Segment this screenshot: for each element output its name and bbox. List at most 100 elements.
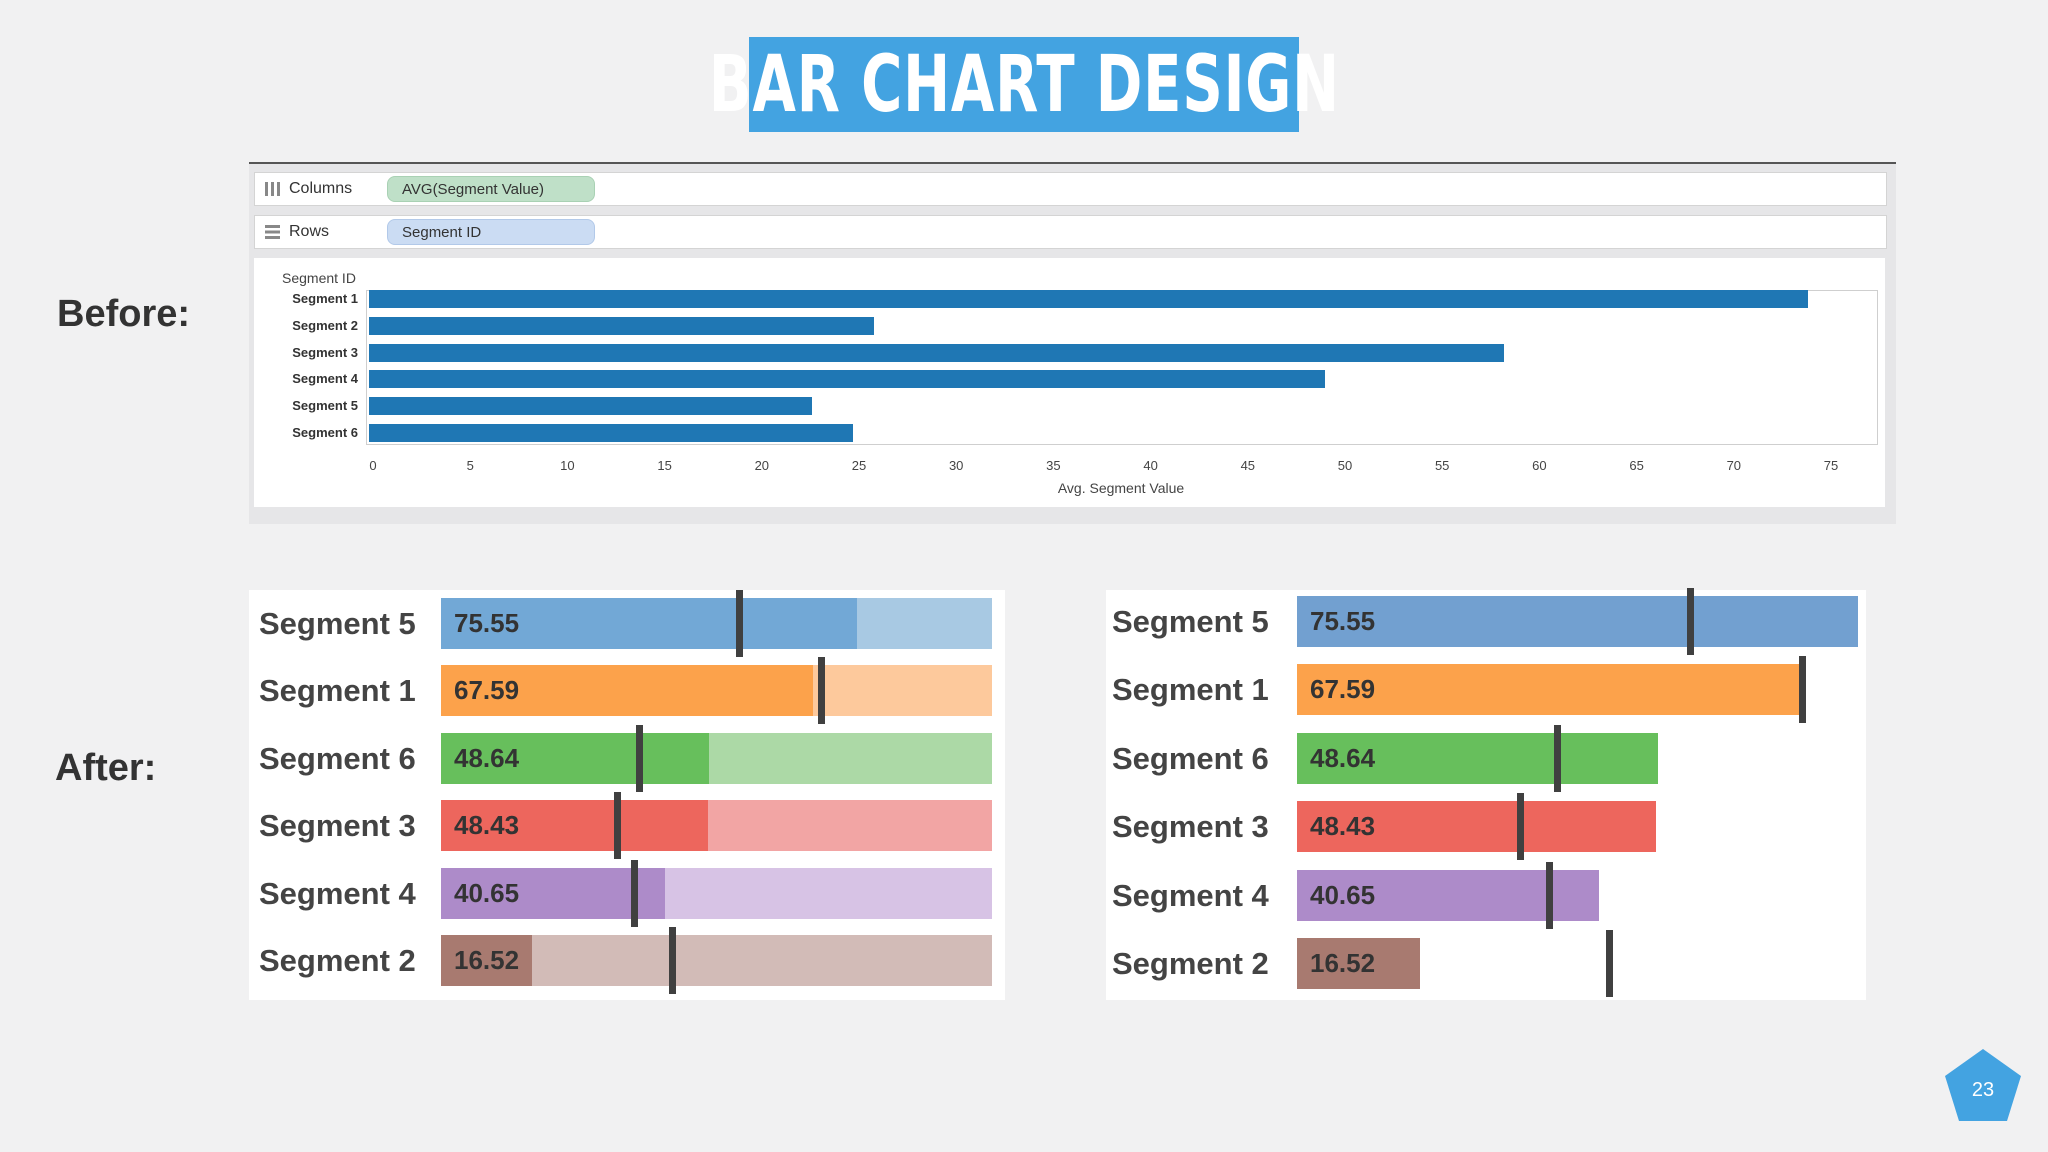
after-bullet-chart: Segment 5 75.55 Segment 1 67.59 Segment 6 48.… [249,590,1005,1000]
category-label: Segment 1 [259,673,416,709]
rows-icon [265,225,280,239]
target-marker [1516,793,1524,861]
value-label: 48.64 [454,742,520,773]
bar-track: 48.43 [441,800,992,852]
category-label: Segment 6 [1112,740,1269,776]
x-axis-title: Avg. Segment Value [1057,480,1185,496]
bar [441,665,814,717]
target-marker [1553,724,1561,792]
before-panel: Columns AVG(Segment Value) Rows Segment … [249,162,1896,524]
bar [1297,596,1858,647]
plot-frame [366,290,1878,445]
bar-track: 75.55 [441,598,992,649]
title-banner: BAR CHART DESIGN [709,37,1339,132]
bar [369,316,875,335]
x-tick-label: 70 [1726,458,1742,473]
rows-shelf[interactable]: Rows Segment ID [254,215,1887,249]
bar-track: 16.52 [441,935,992,986]
target-marker [818,657,826,725]
value-label: 67.59 [1310,674,1376,705]
x-tick-label: 5 [466,458,474,473]
x-tick-label: 20 [754,458,770,473]
x-tick-label: 60 [1532,458,1547,473]
target-marker [735,590,743,657]
x-tick-label: 40 [1143,458,1158,473]
bar [441,867,665,919]
x-tick-label: 55 [1434,458,1450,473]
category-label: Segment 4 [259,875,416,911]
target-marker [1798,656,1806,724]
bar [1297,732,1658,784]
x-tick-label: 15 [657,458,672,473]
target-marker [636,724,644,792]
x-tick-label: 45 [1240,458,1256,473]
category-label: Segment 1 [292,291,358,306]
columns-shelf[interactable]: Columns AVG(Segment Value) [254,172,1887,206]
bar [369,370,1326,389]
category-label: Segment 3 [292,344,358,360]
target-marker [1546,861,1554,929]
after-target-chart: Segment 5 75.55 Segment 1 67.59 Segment 6 48.… [1106,588,1866,1000]
columns-shelf-label: Columns [289,180,353,197]
category-label: Segment 5 [292,398,358,414]
x-tick-label: 65 [1629,458,1644,473]
x-tick-label: 35 [1046,458,1061,473]
category-label: Segment 3 [259,808,416,844]
page-badge: 23 [1945,1049,2021,1121]
x-tick-label: 30 [948,458,964,473]
target-marker [1605,930,1613,997]
columns-pill[interactable]: AVG(Segment Value) [387,176,595,202]
target-marker [669,927,677,994]
value-label: 16.52 [1310,948,1376,978]
target-marker [614,792,622,860]
y-axis-title: Segment ID [282,270,356,286]
pentagon-icon [1945,1049,2021,1121]
columns-icon [265,182,280,196]
value-label: 75.55 [1310,606,1376,636]
category-label: Segment 5 [259,606,416,641]
category-label: Segment 2 [1112,946,1269,981]
rows-pill[interactable]: Segment ID [387,219,595,245]
target-marker [630,859,638,927]
category-label: Segment 3 [1112,809,1269,845]
bar [441,598,858,649]
value-label: 16.52 [454,945,520,975]
x-tick-label: 25 [851,458,867,473]
bar [1297,938,1420,989]
value-label: 48.64 [1310,742,1376,773]
before-chart: Segment ID Avg. Segment Value Segment 1 S… [254,258,1885,507]
value-label: 48.43 [1310,811,1376,842]
bar [1297,664,1799,716]
bar [369,424,854,442]
value-label: 67.59 [454,675,520,706]
value-label: 75.55 [454,608,520,638]
slide-title: BAR CHART DESIGN [708,39,1340,130]
page-number: 23 [1971,1079,1995,1101]
bar [369,290,1808,308]
category-label: Segment 4 [292,371,358,387]
category-label: Segment 6 [259,740,416,776]
x-tick-label: 75 [1823,458,1839,473]
after-label: After: [55,747,157,789]
category-label: Segment 2 [259,943,416,978]
category-label: Segment 6 [292,425,358,440]
x-tick-label: 50 [1337,458,1353,473]
bar-track: 40.65 [441,867,992,919]
bar [1297,801,1657,853]
category-label: Segment 5 [1112,604,1269,639]
category-label: Segment 1 [1112,672,1269,708]
x-tick-label: 10 [560,458,575,473]
x-tick-label: 0 [369,458,377,473]
target-marker [1687,588,1695,655]
bar-track: 48.64 [441,732,992,784]
bar [441,732,709,784]
bar [369,343,1505,362]
rows-shelf-label: Rows [289,223,330,240]
value-label: 48.43 [454,810,520,841]
before-label: Before: [57,293,191,335]
bar [441,935,533,986]
bar [369,397,813,416]
bar [441,800,708,852]
value-label: 40.65 [454,877,520,908]
bar-track: 67.59 [441,665,992,717]
